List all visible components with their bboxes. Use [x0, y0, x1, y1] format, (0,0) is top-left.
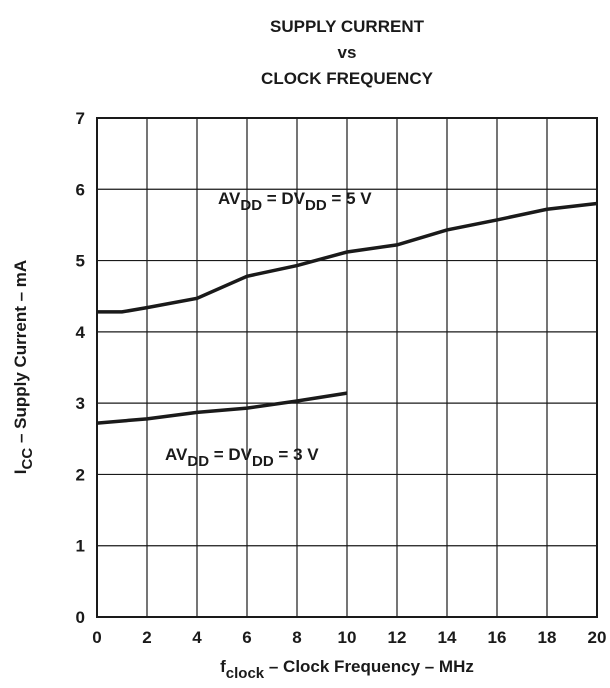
- plot-frame: [96, 117, 598, 618]
- series-line: [97, 201, 598, 314]
- text-part: AV: [218, 189, 241, 208]
- x-tick-label: 16: [488, 628, 507, 647]
- y-axis-label: ICC – Supply Current – mA: [11, 260, 36, 474]
- chart-title: vs: [338, 43, 357, 62]
- y-tick-label: 2: [76, 465, 85, 484]
- series-line: [96, 391, 348, 425]
- text-part: DD: [240, 197, 262, 214]
- y-tick-label: 4: [76, 323, 86, 342]
- text-part: – Supply Current – mA: [11, 260, 30, 448]
- y-tick-label: 5: [76, 252, 85, 271]
- text-part: – Clock Frequency – MHz: [264, 657, 474, 676]
- x-tick-label: 18: [538, 628, 557, 647]
- x-tick-label: 2: [142, 628, 151, 647]
- x-tick-label: 14: [438, 628, 457, 647]
- x-axis-label: fclock – Clock Frequency – MHz: [220, 657, 474, 682]
- text-part: clock: [226, 665, 265, 682]
- text-part: DD: [187, 453, 209, 470]
- text-part: f: [220, 657, 226, 676]
- y-tick-label: 0: [76, 608, 85, 627]
- chart-title: SUPPLY CURRENT: [270, 17, 425, 36]
- text-part: I: [11, 469, 30, 474]
- x-tick-label: 4: [192, 628, 202, 647]
- x-tick-label: 6: [242, 628, 251, 647]
- text-part: = DV: [262, 189, 306, 208]
- y-tick-label: 6: [76, 180, 85, 199]
- y-tick-label: 7: [76, 109, 85, 128]
- y-tick-label: 1: [76, 537, 85, 556]
- text-part: CC: [19, 448, 36, 470]
- text-part: DD: [305, 197, 327, 214]
- text-part: = DV: [209, 445, 253, 464]
- text-part: = 5 V: [327, 189, 373, 208]
- series-label: AVDD = DVDD = 3 V: [165, 445, 319, 470]
- y-tick-label: 3: [76, 394, 85, 413]
- x-tick-label: 8: [292, 628, 301, 647]
- text-part: DD: [252, 453, 274, 470]
- x-tick-label: 10: [338, 628, 357, 647]
- text-part: AV: [165, 445, 188, 464]
- x-tick-label: 20: [588, 628, 607, 647]
- text-part: = 3 V: [274, 445, 320, 464]
- x-tick-label: 0: [92, 628, 101, 647]
- series-label: AVDD = DVDD = 5 V: [218, 189, 372, 214]
- x-tick-label: 12: [388, 628, 407, 647]
- chart-title: CLOCK FREQUENCY: [261, 69, 434, 88]
